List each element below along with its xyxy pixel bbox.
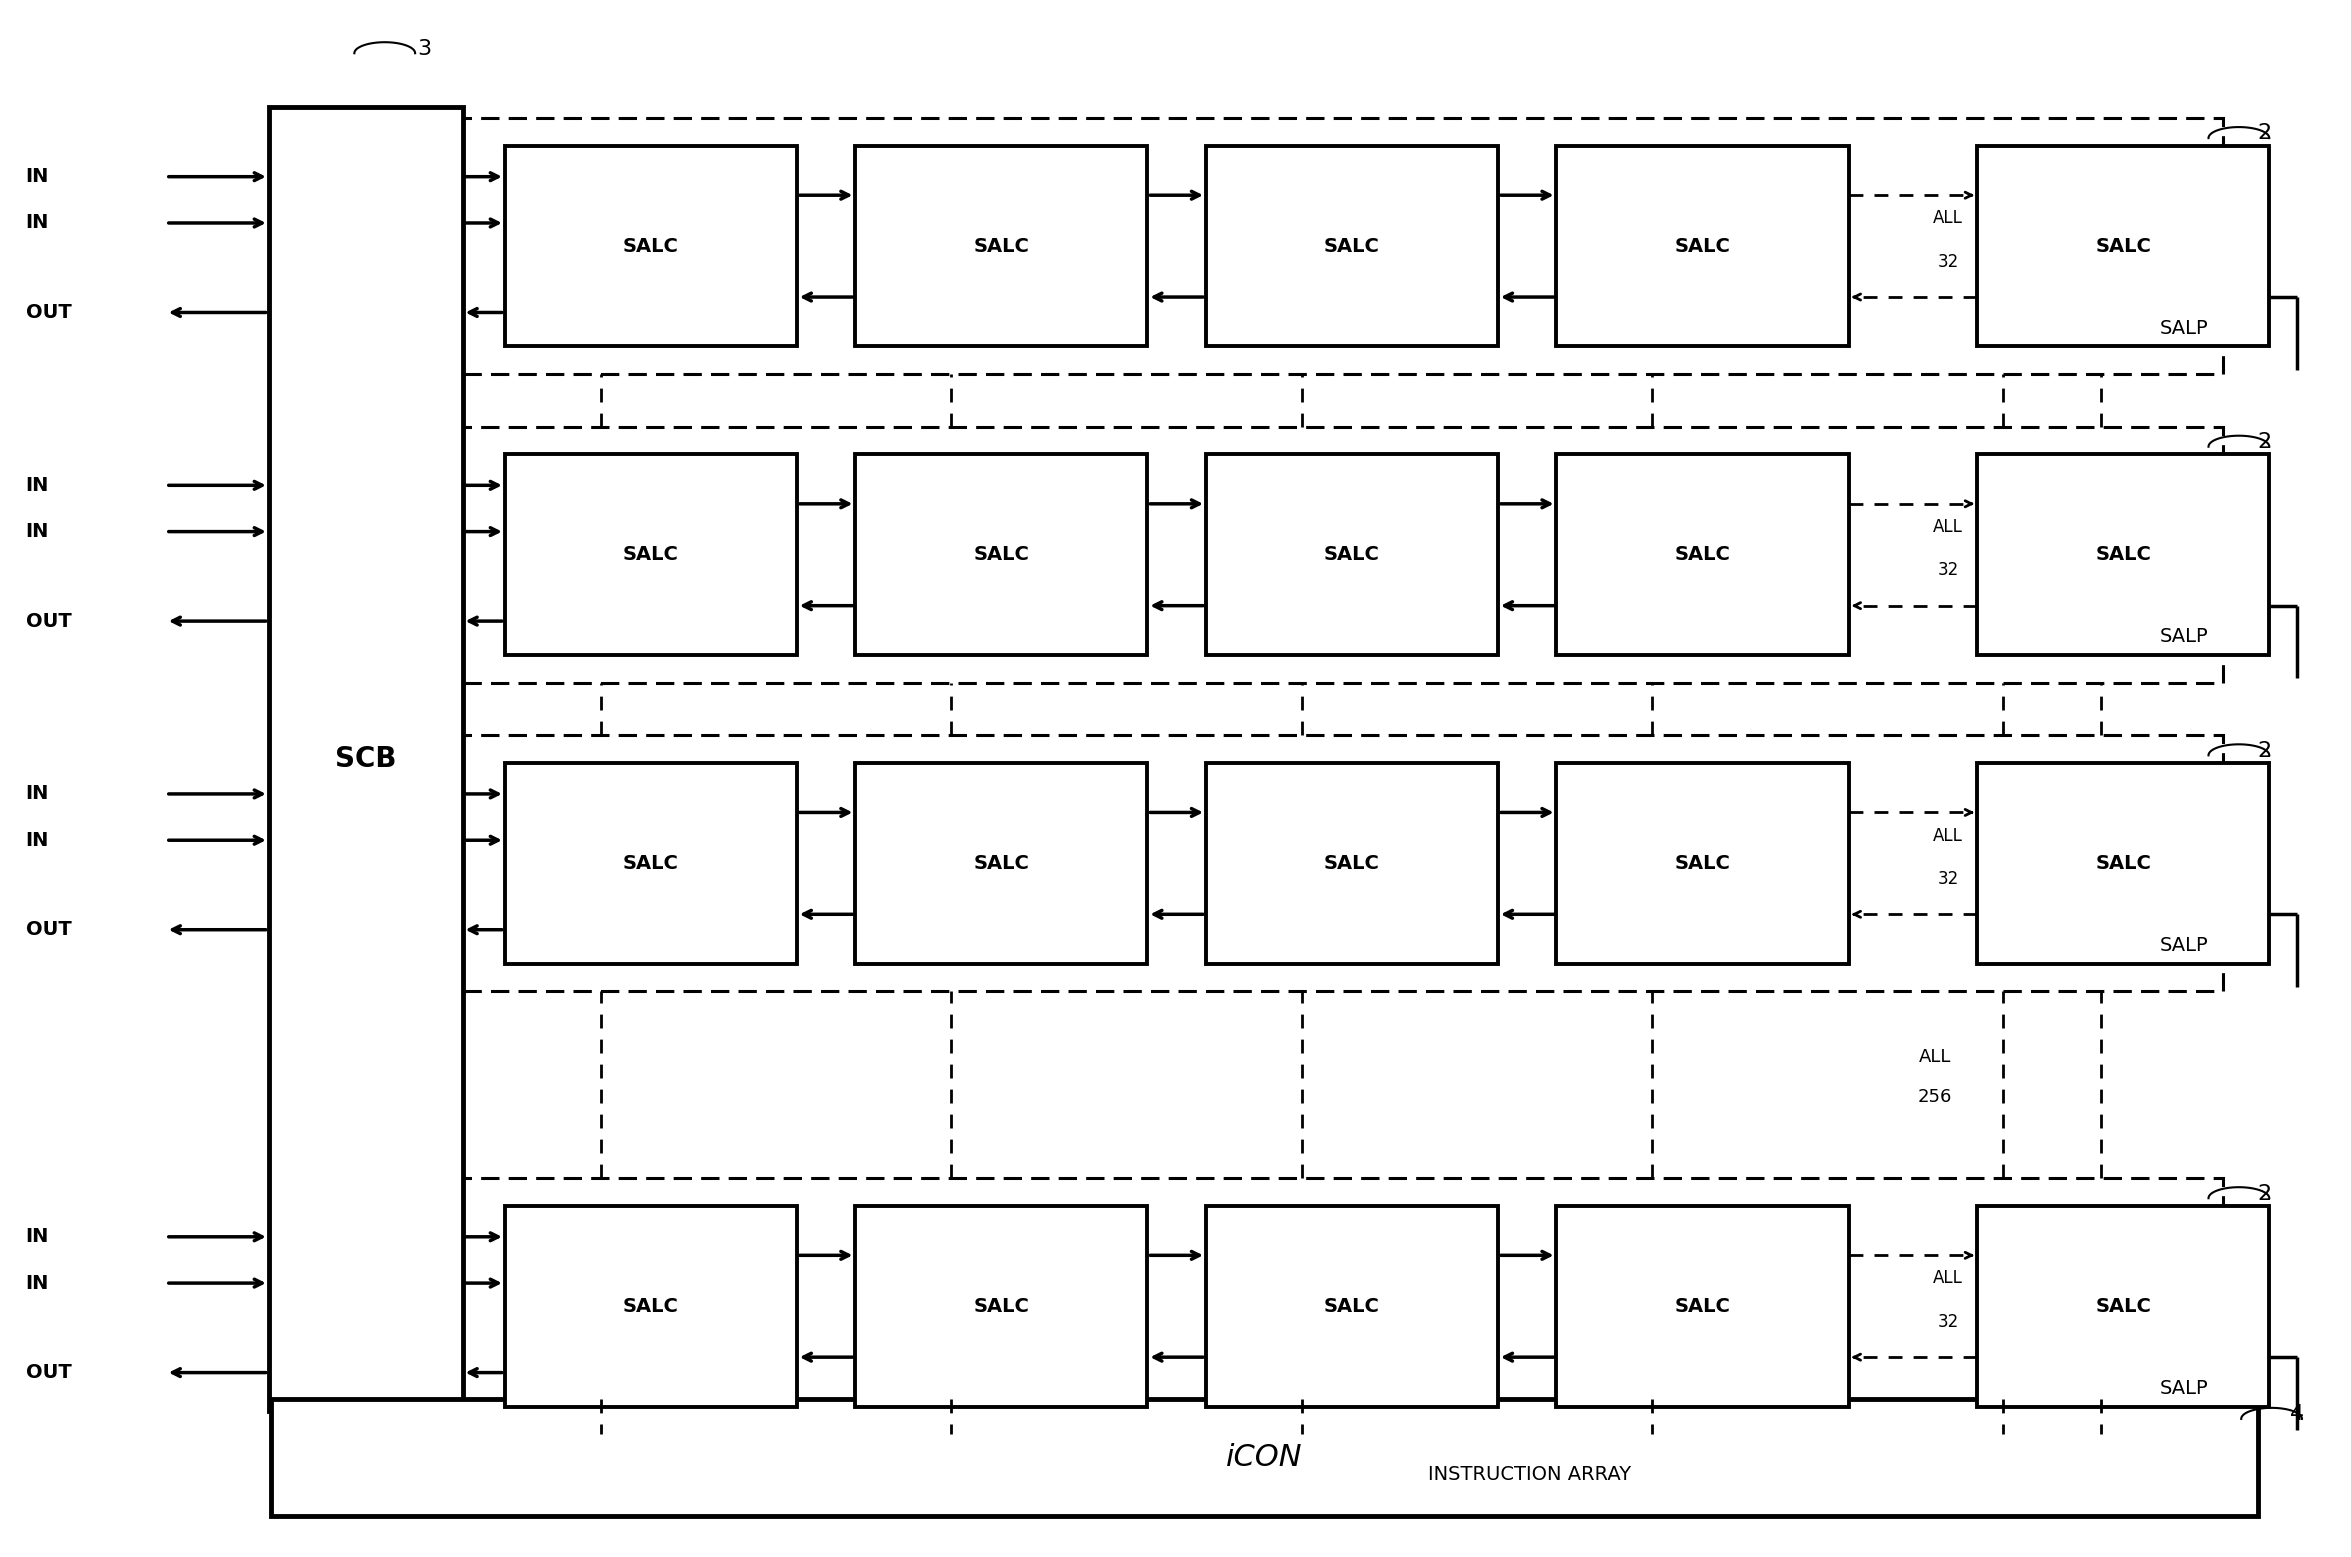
Bar [856, 146, 1147, 346]
Text: 32: 32 [1937, 252, 1958, 271]
Bar [1977, 455, 2269, 655]
Text: 2: 2 [2257, 741, 2271, 761]
Bar [1556, 1207, 1848, 1406]
Text: ALL: ALL [1933, 518, 1963, 536]
Bar [505, 146, 797, 346]
Text: IN: IN [26, 1227, 49, 1246]
Text: SALC: SALC [2095, 853, 2151, 873]
Text: SALC: SALC [2095, 1297, 2151, 1316]
Bar [1206, 1207, 1498, 1406]
Text: SALC: SALC [973, 853, 1030, 873]
Text: ALL: ALL [1933, 827, 1963, 844]
Bar [1556, 455, 1848, 655]
Text: SALC: SALC [1324, 853, 1380, 873]
Bar [1206, 455, 1498, 655]
Text: SALC: SALC [2095, 237, 2151, 255]
Bar [1206, 763, 1498, 964]
Text: 2: 2 [2257, 123, 2271, 143]
Bar [463, 118, 2222, 374]
Text: SALC: SALC [973, 545, 1030, 564]
Text: SALC: SALC [623, 545, 679, 564]
Text: ALL: ALL [1933, 209, 1963, 227]
Text: IN: IN [26, 213, 49, 232]
Text: SCB: SCB [334, 746, 397, 774]
Bar [1206, 146, 1498, 346]
Text: 3: 3 [418, 39, 433, 59]
Text: IN: IN [26, 785, 49, 803]
Text: SALC: SALC [623, 853, 679, 873]
Text: SALP: SALP [2161, 936, 2208, 954]
Text: 2: 2 [2257, 433, 2271, 452]
Text: SALC: SALC [1674, 853, 1730, 873]
Text: SALP: SALP [2161, 319, 2208, 338]
Text: SALC: SALC [1674, 1297, 1730, 1316]
Bar [856, 455, 1147, 655]
Text: IN: IN [26, 476, 49, 495]
Bar [856, 1207, 1147, 1406]
Bar [268, 107, 463, 1411]
Text: ALL: ALL [1918, 1048, 1951, 1067]
Text: OUT: OUT [26, 304, 71, 322]
Text: SALC: SALC [1324, 545, 1380, 564]
Text: SALC: SALC [623, 1297, 679, 1316]
Text: 32: 32 [1937, 561, 1958, 579]
Text: iCON: iCON [1225, 1443, 1302, 1471]
Text: ALL: ALL [1933, 1269, 1963, 1288]
Text: IN: IN [26, 831, 49, 850]
Text: OUT: OUT [26, 920, 71, 939]
Text: SALP: SALP [2161, 1378, 2208, 1398]
Bar [1977, 146, 2269, 346]
Text: SALC: SALC [1674, 237, 1730, 255]
Bar [463, 427, 2222, 684]
Text: 2: 2 [2257, 1183, 2271, 1204]
Bar [1556, 146, 1848, 346]
Bar [1977, 763, 2269, 964]
Text: IN: IN [26, 167, 49, 187]
Text: INSTRUCTION ARRAY: INSTRUCTION ARRAY [1427, 1465, 1632, 1484]
Text: SALC: SALC [1674, 545, 1730, 564]
Text: IN: IN [26, 1274, 49, 1292]
Text: 256: 256 [1918, 1088, 1951, 1105]
Bar [1977, 1207, 2269, 1406]
Text: IN: IN [26, 522, 49, 542]
Bar [463, 735, 2222, 992]
Bar [856, 763, 1147, 964]
Bar [505, 1207, 797, 1406]
Text: OUT: OUT [26, 1362, 71, 1383]
Bar [270, 1398, 2257, 1517]
Text: SALC: SALC [973, 237, 1030, 255]
Bar [505, 763, 797, 964]
Text: SALC: SALC [2095, 545, 2151, 564]
Text: SALC: SALC [1324, 237, 1380, 255]
Bar [463, 1179, 2222, 1434]
Text: SALP: SALP [2161, 627, 2208, 646]
Text: 32: 32 [1937, 870, 1958, 887]
Text: SALC: SALC [623, 237, 679, 255]
Text: 4: 4 [2290, 1404, 2304, 1425]
Bar [505, 455, 797, 655]
Text: SALC: SALC [973, 1297, 1030, 1316]
Text: SALC: SALC [1324, 1297, 1380, 1316]
Text: OUT: OUT [26, 612, 71, 631]
Bar [1556, 763, 1848, 964]
Text: 32: 32 [1937, 1313, 1958, 1331]
